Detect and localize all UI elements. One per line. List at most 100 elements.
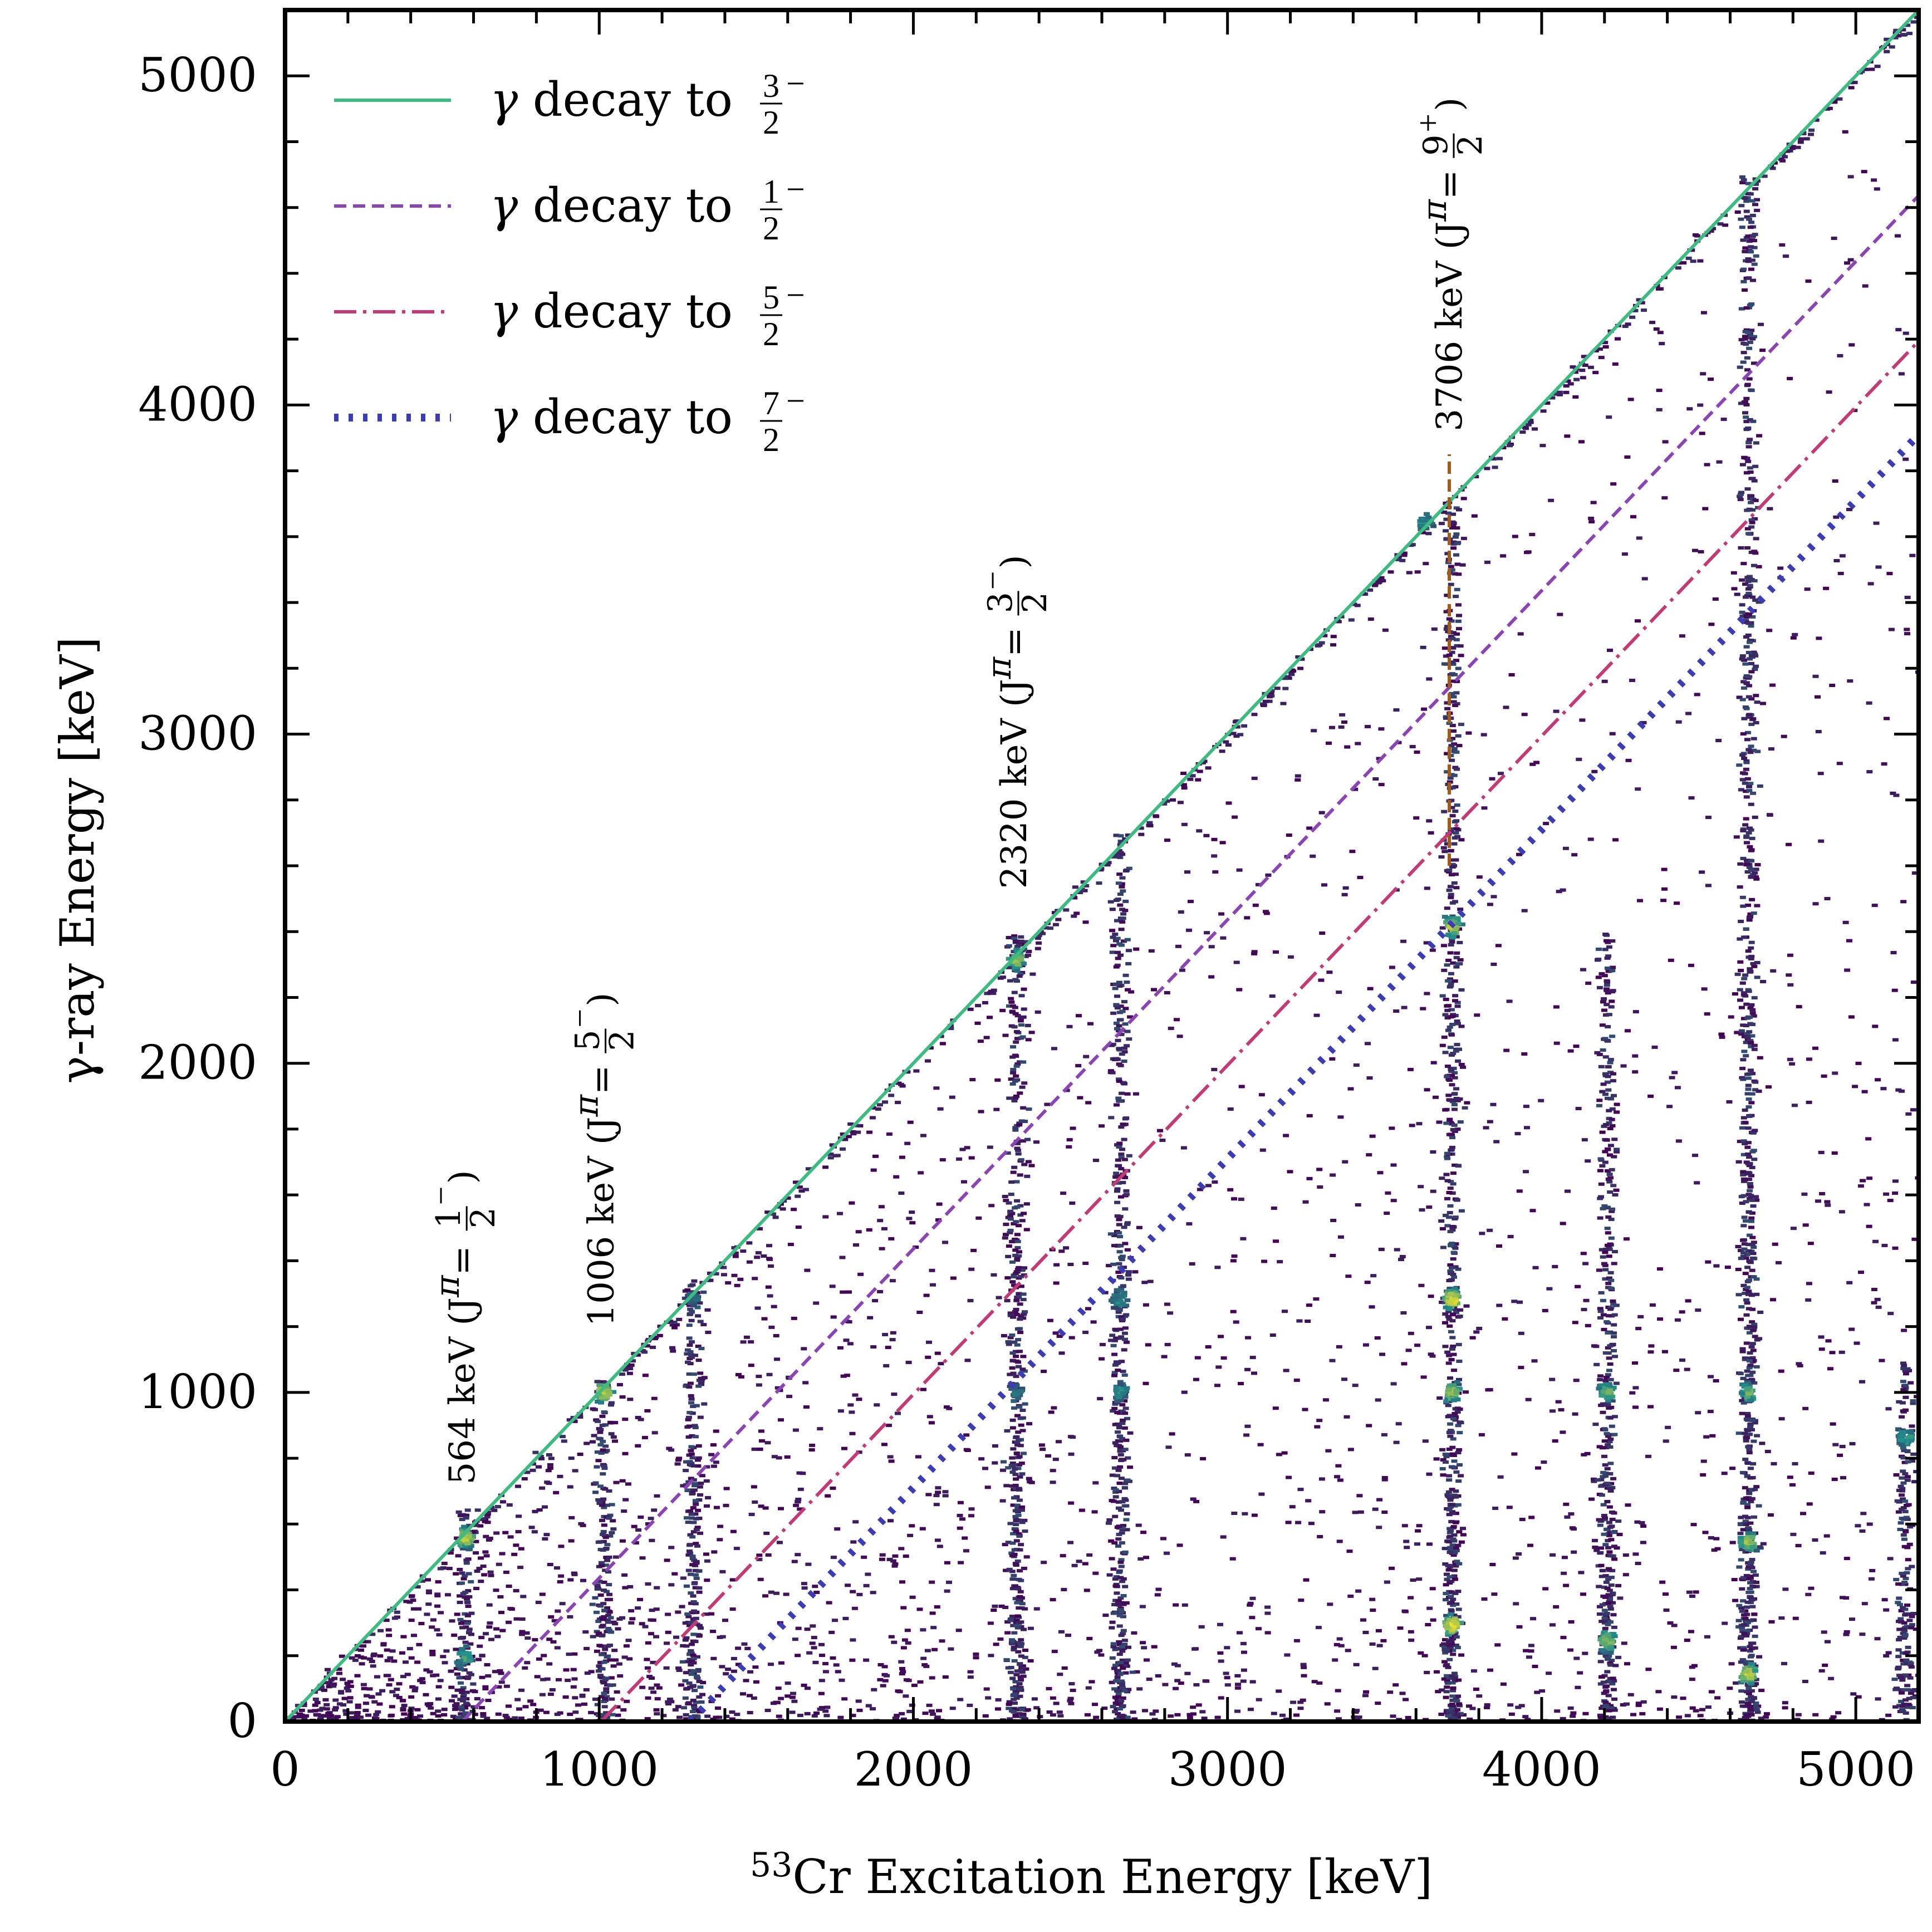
heatmap-cell [1424,886,1430,890]
heatmap-cell [516,1707,522,1711]
heatmap-cell [1503,1048,1510,1052]
heatmap-cell [700,1323,707,1327]
heatmap-cell [549,1688,556,1691]
heatmap-cell [1446,1211,1453,1214]
heatmap-cell [1604,1611,1610,1615]
heatmap-cell [601,1700,607,1703]
heatmap-cell [1606,1121,1612,1125]
heatmap-cell [1443,1592,1449,1595]
heatmap-cell [1449,786,1456,790]
heatmap-cell [375,1710,381,1714]
heatmap-cell [818,1642,825,1646]
heatmap-cell [698,1700,705,1704]
heatmap-cell [1609,1168,1615,1171]
heatmap-cell [1543,822,1549,826]
heatmap-cell [1836,762,1843,766]
heatmap-cell [1688,1630,1694,1634]
heatmap-cell [1767,1513,1774,1517]
heatmap-cell [1518,1704,1525,1708]
heatmap-cell [1732,1598,1739,1602]
heatmap-cell [1610,1477,1617,1480]
heatmap-cell [1085,1101,1092,1105]
heatmap-cell [1423,562,1429,566]
heatmap-cell [983,1036,990,1039]
heatmap-cell [1405,1715,1411,1719]
heatmap-cell [688,1673,695,1676]
heatmap-cell [1697,403,1704,407]
heatmap-cell [645,1696,651,1700]
heatmap-cell [926,1340,932,1344]
heatmap-cell [1663,1439,1669,1443]
heatmap-cell [619,1616,625,1620]
heatmap-cell [1113,899,1120,902]
heatmap-cell [1771,1462,1777,1465]
heatmap-cell [1377,1171,1384,1175]
heatmap-cell [626,1657,633,1661]
heatmap-cell [1440,1458,1446,1462]
heatmap-cell [729,1607,736,1611]
heatmap-cell [543,1710,550,1714]
heatmap-cell [1607,1144,1614,1148]
heatmap-cell [1193,1683,1200,1686]
heatmap-cell [1598,1675,1605,1679]
heatmap-cell [934,1717,940,1720]
heatmap-cell [610,1664,617,1668]
heatmap-cell [1375,1398,1381,1402]
heatmap-cell [1604,1376,1610,1379]
heatmap-cell [925,1493,932,1497]
heatmap-cell [460,1695,467,1699]
heatmap-cell [855,1699,862,1703]
heatmap-cell [629,1617,636,1621]
heatmap-cell [1599,1603,1606,1607]
heatmap-cell [1875,1078,1881,1082]
heatmap-cell [901,1638,908,1642]
heatmap-cell [1444,963,1450,967]
heatmap-cell [747,1694,753,1698]
heatmap-cell [1578,1571,1585,1575]
heatmap-cell [1454,1127,1461,1131]
heatmap-cell [1294,778,1301,782]
heatmap-cell [1009,1004,1016,1008]
heatmap-cell [1443,1583,1449,1587]
heatmap-cell [1844,968,1851,972]
heatmap-cell [604,1695,610,1699]
heatmap-cell [1442,1051,1449,1055]
heatmap-cell [1581,1308,1587,1311]
heatmap-cell [1366,1076,1373,1080]
heatmap-cell [1454,1043,1460,1047]
heatmap-cell [899,1580,905,1584]
heatmap-cell [1526,1655,1532,1659]
heatmap-cell [746,1260,753,1264]
heatmap-cell [1738,1248,1744,1252]
heatmap-cell [565,1679,571,1682]
heatmap-cell [1819,1192,1826,1195]
heatmap-cell [1116,980,1122,984]
heatmap-cell [1458,1540,1465,1544]
heatmap-cell [1885,1713,1892,1717]
heatmap-cell [685,1702,692,1706]
heatmap-cell [332,1698,339,1702]
heatmap-cell [1647,1350,1654,1354]
heatmap-cell [435,1697,442,1701]
heatmap-cell [516,1514,522,1518]
heatmap-cell [1449,1694,1456,1698]
heatmap-cell [430,1712,437,1715]
heatmap-cell [1609,1399,1616,1403]
heatmap-cell [735,1646,742,1650]
heatmap-cell [355,1705,361,1709]
heatmap-cell [1676,1715,1683,1719]
heatmap-cell [1705,1705,1712,1709]
heatmap-cell [730,1656,737,1660]
heatmap-cell [1913,1470,1919,1474]
heatmap-cell [1455,1382,1462,1386]
heatmap-cell [1029,972,1036,976]
heatmap-cell [1500,554,1507,558]
heatmap-cell [1632,1070,1639,1074]
heatmap-cell [1449,806,1455,810]
heatmap-cell [582,1630,589,1634]
heatmap-cell [482,1687,489,1691]
heatmap-cell [1449,1083,1455,1087]
heatmap-cell [1026,1107,1032,1111]
heatmap-cell [686,1323,693,1327]
heatmap-cell [602,1444,609,1448]
